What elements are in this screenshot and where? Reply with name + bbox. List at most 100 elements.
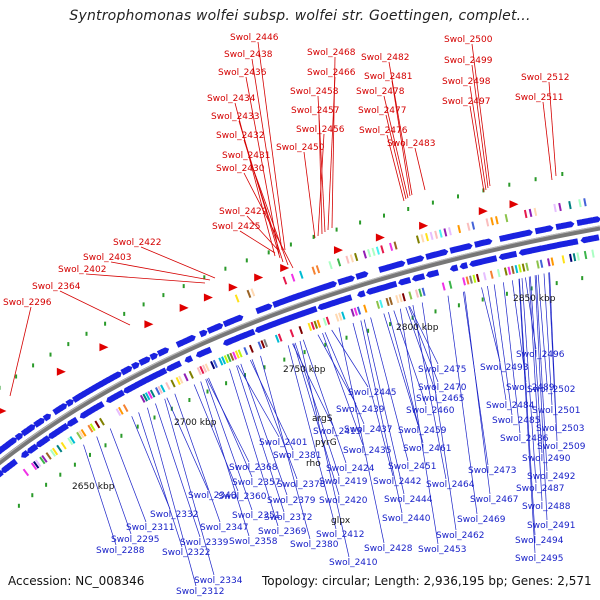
cds-arrow	[559, 240, 569, 248]
cds-arrow	[234, 314, 244, 323]
cog-bar	[226, 353, 232, 363]
callout-leader-red	[471, 43, 491, 187]
callout-leader-blue	[249, 359, 294, 451]
gene-label-bottom: Swol_2473	[468, 466, 517, 476]
gene-label-top: Swol_2478	[356, 87, 405, 97]
gene-label-bottom: Swol_2368	[229, 463, 278, 473]
cds-arrow	[142, 356, 151, 365]
cds-arrow	[198, 329, 208, 338]
gene-label-bottom: Swol_2465	[416, 394, 465, 404]
callout-leader-red	[391, 80, 411, 197]
cog-bar-outer	[282, 276, 288, 285]
gene-label-top: Swol_2425	[212, 222, 261, 232]
callout-leader-red	[140, 246, 216, 279]
cog-bar	[536, 260, 540, 269]
callout-leader-blue	[147, 407, 197, 587]
cog-bar	[248, 344, 254, 353]
gene-label-bottom: Swol_2492	[527, 472, 576, 482]
cog-bar	[78, 430, 85, 439]
gene-label-bottom: Swol_2312	[176, 587, 225, 597]
cog-bar-outer	[434, 230, 439, 239]
cds-arrow	[60, 422, 69, 431]
gene-label-bottom: Swol_2493	[480, 363, 529, 373]
red-feature-arrow	[509, 200, 519, 209]
callout-leader-blue	[493, 284, 513, 416]
cds-arrow	[214, 322, 224, 331]
cog-bar	[80, 428, 87, 437]
gene-label-bottom: Swol_2440	[382, 514, 431, 524]
gene-label-bottom: Swol_2381	[273, 451, 322, 461]
gene-label-top: Swol_2446	[230, 33, 279, 43]
callout-leader-blue	[200, 381, 250, 537]
cds-arrow	[123, 365, 133, 374]
callout-leader-blue	[421, 302, 457, 531]
gene-label-bottom: Swol_2469	[457, 515, 506, 525]
cog-bar	[518, 264, 522, 273]
callout-leader-blue	[360, 320, 403, 514]
gc-tick	[104, 321, 107, 326]
cds-arrow	[459, 262, 468, 270]
gene-label-bottom: Swol_2357	[232, 478, 281, 488]
cog-bar-outer	[420, 234, 425, 243]
gene-label-bottom: Swol_2459	[398, 426, 447, 436]
cog-bar	[583, 250, 588, 260]
cog-bar	[260, 340, 266, 349]
cog-bar-outer	[583, 198, 587, 207]
cog-bar	[350, 308, 355, 317]
gc-tick	[312, 234, 315, 239]
gc-tick	[59, 472, 62, 477]
cds-arrow	[539, 244, 548, 252]
gene-label-top: Swol_2498	[442, 77, 491, 87]
cog-bar-outer	[328, 260, 333, 270]
gc-tick	[73, 462, 76, 467]
cog-bar	[514, 264, 519, 274]
callout-leader-blue	[393, 310, 427, 406]
gene-label-top: Swol_2296	[3, 298, 52, 308]
callout-leader-red	[471, 64, 489, 189]
gene-label-bottom: Swol_2419	[319, 477, 368, 487]
accession-label: Accession: NC_008346	[8, 574, 145, 588]
cds-arrow	[116, 389, 125, 398]
callout-leader-blue	[331, 329, 369, 388]
gc-tick	[411, 315, 414, 320]
gene-label-top: Swol_2499	[444, 56, 493, 66]
cog-bar-outer	[429, 231, 434, 241]
cog-bar	[243, 347, 249, 356]
cog-bar	[201, 364, 208, 373]
cog-bar	[274, 334, 280, 343]
cog-bar-outer	[528, 208, 533, 218]
callout-leader-blue	[383, 313, 419, 426]
gc-tick	[359, 220, 362, 225]
cog-bar	[221, 356, 227, 365]
gene-name-label: glpx	[331, 516, 351, 526]
callout-leader-red	[318, 114, 323, 235]
callout-leader-red	[303, 151, 316, 239]
cog-bar	[60, 441, 67, 450]
callout-leaders	[9, 41, 558, 587]
cds-arrow	[203, 346, 213, 355]
gene-label-bottom: Swol_2311	[126, 523, 175, 533]
gene-label-bottom: Swol_2332	[150, 510, 199, 520]
cog-bar	[325, 316, 331, 325]
cds-arrow	[36, 417, 45, 426]
cog-bar	[395, 295, 400, 304]
gene-label-top: Swol_2364	[32, 282, 81, 292]
callout-leader-red	[249, 159, 289, 266]
cog-bar-outer	[367, 249, 372, 258]
cog-bar	[99, 417, 105, 426]
cog-bar	[421, 287, 426, 296]
gene-label-bottom: Swol_2439	[336, 405, 385, 415]
gene-label-top: Swol_2422	[113, 238, 162, 248]
cog-bar	[39, 456, 46, 465]
callout-leader-red	[414, 147, 426, 191]
callout-leader-blue	[363, 319, 405, 495]
gene-label-bottom: Swol_2339	[180, 538, 229, 548]
cds-arrow	[0, 469, 4, 478]
gc-tick	[407, 207, 410, 211]
gene-label-bottom: Swol_2494	[515, 536, 564, 546]
callout-leader-red	[239, 230, 276, 254]
cog-bar	[263, 339, 269, 348]
cog-bar	[223, 355, 229, 364]
callout-leader-blue	[388, 312, 424, 444]
callout-leader-blue	[481, 287, 501, 363]
